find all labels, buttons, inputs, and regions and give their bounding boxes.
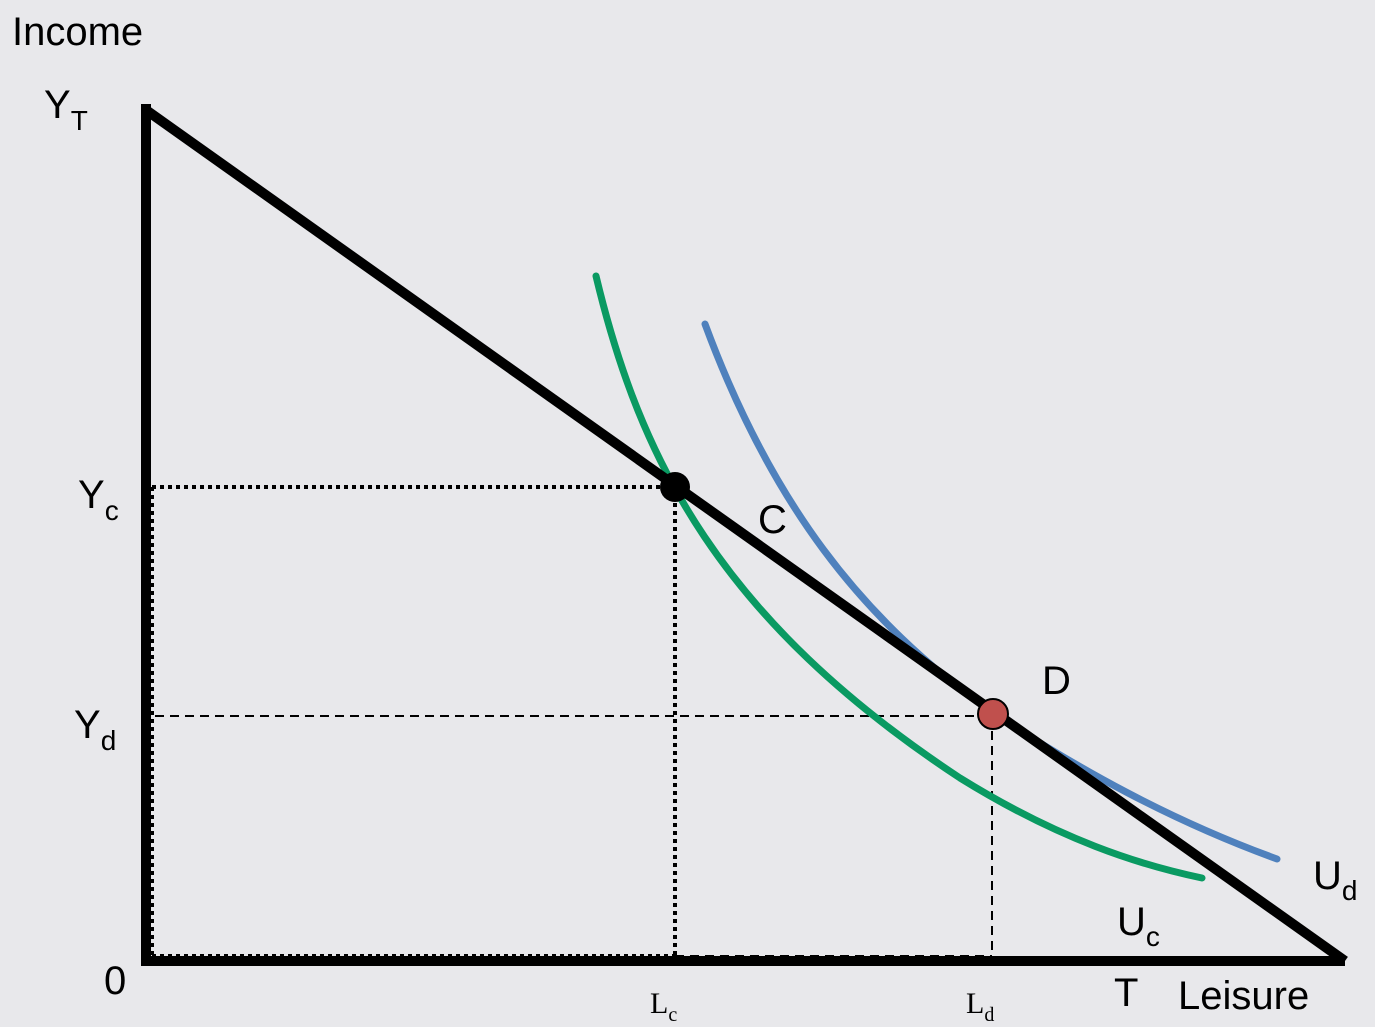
- point-c-marker: [660, 472, 690, 502]
- y-tick-yc: Yc: [78, 473, 119, 526]
- x-axis-end-label: T: [1114, 971, 1138, 1015]
- curve-ud-label: Ud: [1313, 854, 1357, 906]
- point-c-label: C: [758, 498, 787, 542]
- y-tick-yt: YT: [44, 83, 88, 136]
- budget-line: [143, 105, 1348, 966]
- point-d-marker: [977, 698, 1009, 730]
- axes: [141, 104, 1348, 966]
- indifference-curve-uc: [592, 272, 1206, 882]
- y-axis-title: Income: [12, 10, 143, 54]
- guides-c: [150, 485, 677, 958]
- x-tick-lc: Lc: [650, 987, 677, 1026]
- y-tick-yd: Yd: [74, 703, 116, 756]
- point-d-label: D: [1042, 659, 1071, 703]
- origin-label: 0: [104, 959, 126, 1003]
- curve-uc-label: Uc: [1117, 900, 1160, 952]
- x-tick-ld: Ld: [966, 987, 994, 1026]
- x-axis-title: Leisure: [1178, 974, 1309, 1018]
- guides-d: [155, 715, 993, 957]
